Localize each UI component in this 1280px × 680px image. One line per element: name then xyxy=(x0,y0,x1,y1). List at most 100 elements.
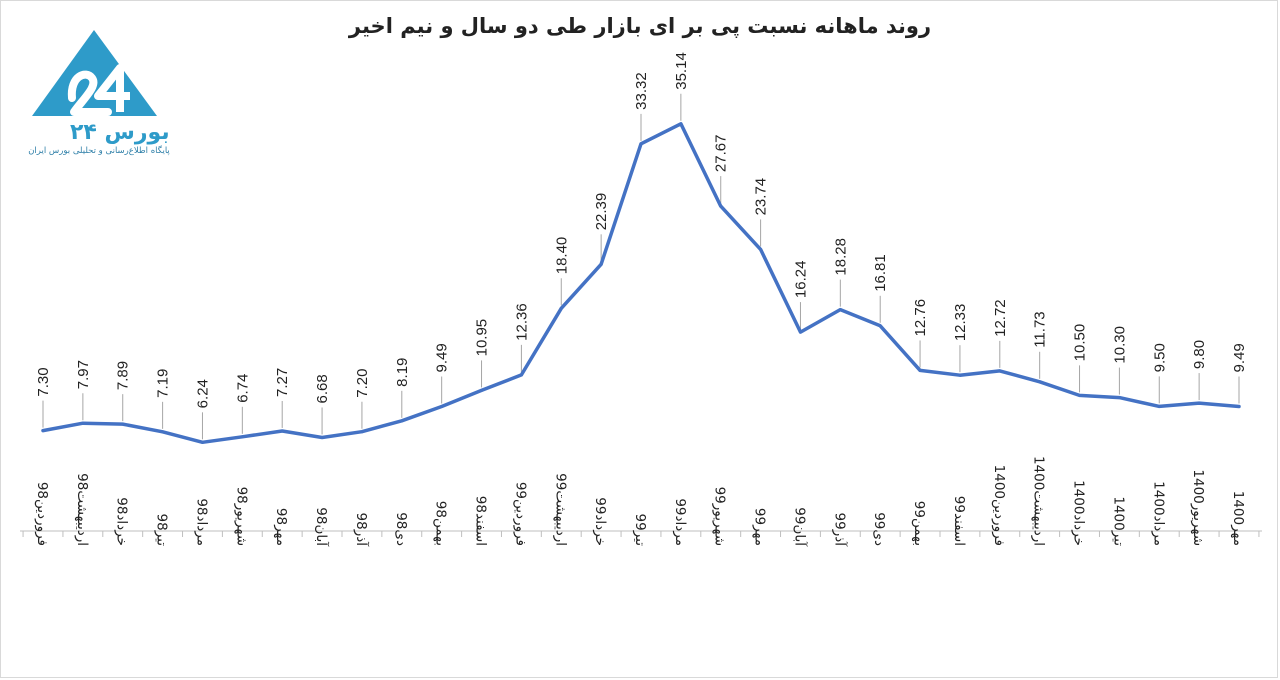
data-point xyxy=(639,142,643,146)
x-tick-label: شهریور99 xyxy=(712,487,728,546)
x-tick-label: خرداد99 xyxy=(592,497,608,546)
x-tick-label: مهر1400 xyxy=(1230,491,1246,546)
data-label: 9.80 xyxy=(1191,340,1208,369)
x-tick-label: آبان98 xyxy=(313,507,330,547)
data-point xyxy=(121,422,125,426)
data-label: 16.24 xyxy=(792,261,809,299)
data-label: 16.81 xyxy=(872,254,889,292)
x-tick-label: شهریور98 xyxy=(233,487,249,546)
data-label: 33.32 xyxy=(633,72,650,110)
x-tick-label: تیر99 xyxy=(632,514,648,547)
data-point xyxy=(1117,396,1121,400)
data-label: 7.89 xyxy=(115,361,132,390)
chart-title: روند ماهانه نسبت پی بر ای بازار طی دو سا… xyxy=(348,14,932,38)
data-label: 12.36 xyxy=(513,303,530,341)
data-point xyxy=(440,404,444,408)
x-tick-label: آذر98 xyxy=(353,513,370,548)
x-tick-label: بهمن99 xyxy=(911,501,927,546)
data-point xyxy=(719,204,723,208)
data-label: 27.67 xyxy=(713,135,730,173)
x-tick-label: اردیبهشت1400 xyxy=(1031,456,1047,546)
data-label: 22.39 xyxy=(593,193,610,231)
x-tick-label: شهریور1400 xyxy=(1190,469,1206,546)
data-point xyxy=(41,429,45,433)
data-label: 18.28 xyxy=(832,238,849,276)
x-tick-label: خرداد98 xyxy=(114,497,130,546)
logo-triangle-icon xyxy=(32,30,157,116)
data-point xyxy=(878,324,882,328)
data-label: 23.74 xyxy=(753,178,770,216)
data-label: 12.33 xyxy=(952,304,969,342)
data-point xyxy=(759,247,763,251)
data-label: 8.19 xyxy=(394,358,411,387)
x-tick-label: مهر99 xyxy=(752,508,768,546)
x-tick-label: مرداد99 xyxy=(672,498,688,546)
data-label: 9.50 xyxy=(1151,343,1168,372)
data-point xyxy=(1038,380,1042,384)
data-point xyxy=(838,308,842,312)
x-tick-label: دی98 xyxy=(393,512,409,546)
data-point xyxy=(519,373,523,377)
x-tick-label: فروردین1400 xyxy=(991,465,1007,546)
x-tick-label: اسفند99 xyxy=(951,496,967,546)
data-label: 10.50 xyxy=(1072,324,1089,362)
data-label: 11.73 xyxy=(1032,311,1049,347)
logo-name: بورس ۲۴ xyxy=(70,120,170,145)
data-label: 12.72 xyxy=(992,299,1009,337)
x-tick-label: آذر99 xyxy=(831,513,848,548)
data-point xyxy=(1157,404,1161,408)
data-point xyxy=(480,388,484,392)
data-label: 7.27 xyxy=(274,368,291,397)
series-line xyxy=(41,122,1241,445)
data-point xyxy=(1078,393,1082,397)
data-label: 12.76 xyxy=(912,299,929,337)
x-tick-label: فروردین98 xyxy=(34,482,50,546)
x-tick-label: اردیبهشت99 xyxy=(552,473,568,546)
data-label: 7.19 xyxy=(155,369,172,398)
data-label: 6.74 xyxy=(234,374,251,403)
data-label: 7.97 xyxy=(75,360,92,389)
x-tick-label: مرداد1400 xyxy=(1150,481,1166,546)
data-point xyxy=(1197,401,1201,405)
x-tick-label: بهمن98 xyxy=(433,501,449,546)
data-label: 35.14 xyxy=(673,52,690,90)
x-tick-label: خرداد1400 xyxy=(1071,480,1087,546)
x-tick-label: آبان99 xyxy=(791,507,808,547)
x-tick-label: دی99 xyxy=(871,512,887,546)
x-tick-label: تیر1400 xyxy=(1110,496,1126,546)
data-label: 6.24 xyxy=(194,379,211,408)
data-point xyxy=(958,373,962,377)
data-label: 9.49 xyxy=(1231,343,1248,372)
data-label: 7.20 xyxy=(354,369,371,398)
data-point xyxy=(679,122,683,126)
data-point xyxy=(559,306,563,310)
data-label: 10.95 xyxy=(474,319,491,357)
data-point xyxy=(240,435,244,439)
data-point xyxy=(161,430,165,434)
data-point xyxy=(599,262,603,266)
data-point xyxy=(998,369,1002,373)
bourse24-logo xyxy=(12,28,192,168)
data-point xyxy=(280,429,284,433)
x-tick-label: اردیبهشت98 xyxy=(74,473,90,546)
data-point xyxy=(200,440,204,444)
data-label: 7.30 xyxy=(35,367,52,396)
data-point xyxy=(360,430,364,434)
data-label: 9.49 xyxy=(434,343,451,372)
data-point xyxy=(81,421,85,425)
x-tick-label: مهر98 xyxy=(273,508,289,546)
data-point xyxy=(798,330,802,334)
data-label: 10.30 xyxy=(1111,326,1128,364)
x-tick-label: تیر98 xyxy=(154,514,170,547)
x-tick-label: اسفند98 xyxy=(473,496,489,546)
data-point xyxy=(918,368,922,372)
data-label: 6.68 xyxy=(314,374,331,403)
data-point xyxy=(320,435,324,439)
data-point xyxy=(1237,404,1241,408)
data-label: 18.40 xyxy=(553,237,570,275)
data-point xyxy=(400,419,404,423)
x-tick-label: فروردین99 xyxy=(512,482,528,546)
x-tick-label: مرداد98 xyxy=(193,498,209,546)
